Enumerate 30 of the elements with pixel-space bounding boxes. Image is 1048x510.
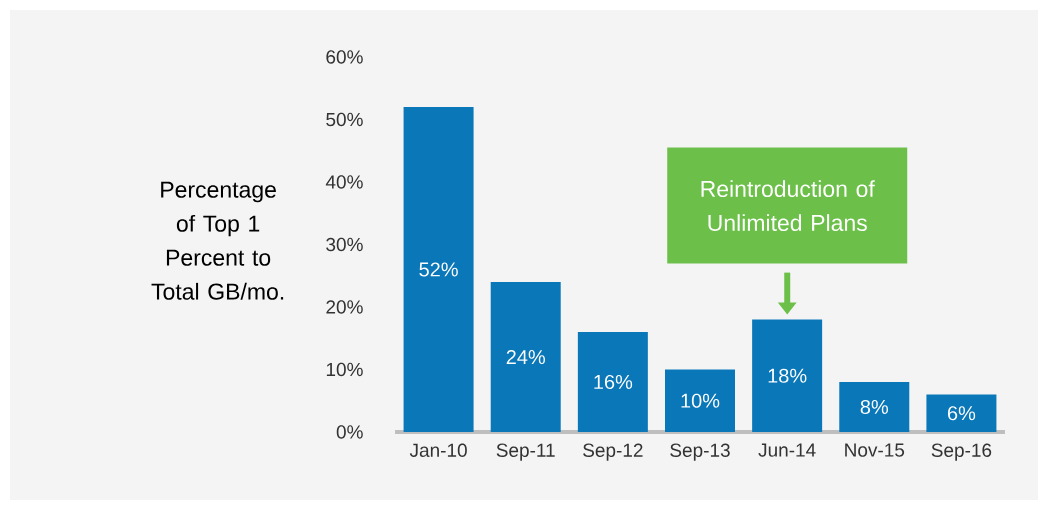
bar [839, 381, 910, 432]
bar [403, 106, 474, 432]
x-tick-label: Sep-11 [496, 443, 555, 461]
y-tick-label: 30% [326, 237, 363, 252]
x-tick-label: Sep-16 [931, 443, 992, 461]
data-label: 10% [681, 393, 720, 408]
x-tick-label: Jun-14 [758, 443, 816, 457]
bar [665, 369, 735, 432]
y-tick-label: 20% [326, 300, 363, 314]
data-label: 6% [947, 406, 976, 421]
x-tick-label: Jan-10 [409, 443, 467, 457]
bar [926, 394, 997, 432]
bar [490, 281, 561, 432]
bar [752, 319, 823, 432]
data-label: 8% [860, 399, 889, 415]
y-axis-title: Percentage of Top 1 Percent to Total GB/mo. [151, 181, 284, 300]
y-tick-label: 10% [326, 362, 363, 377]
x-tick-label: Nov-15 [845, 443, 905, 457]
y-tick-label: 60% [326, 50, 363, 64]
y-tick-label: 0% [336, 425, 363, 439]
data-label: 16% [594, 374, 633, 390]
data-label: 24% [506, 349, 546, 365]
x-tick-label: Sep-12 [583, 443, 643, 461]
data-label: 18% [768, 368, 807, 383]
data-label: 52% [419, 262, 458, 277]
x-tick-label: Sep-13 [670, 443, 730, 461]
bar [577, 331, 648, 432]
annotation: Reintroduction of Unlimited Plans [701, 180, 875, 232]
y-tick-label: 50% [326, 112, 363, 127]
y-tick-label: 40% [325, 175, 363, 189]
